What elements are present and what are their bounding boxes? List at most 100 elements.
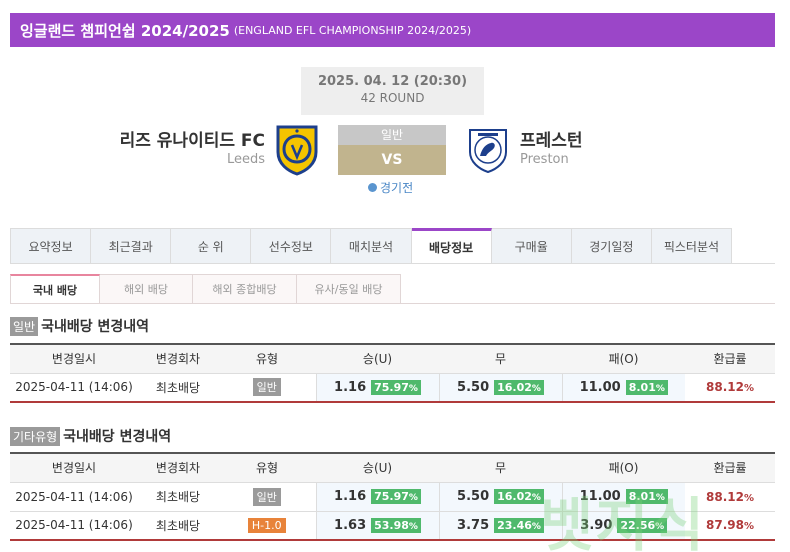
draw-odds: 5.50	[457, 489, 490, 504]
tab-summary[interactable]: 요약정보	[11, 228, 92, 264]
percent-unit: %	[655, 493, 665, 503]
loss-odds-cell: 11.00 8.01%	[561, 482, 685, 512]
payout-rate: 88.12	[706, 380, 744, 395]
payout-cell: 87.98%	[685, 511, 775, 541]
league-subtitle: (ENGLAND EFL CHAMPIONSHIP 2024/2025)	[233, 23, 472, 37]
status-dot-icon	[368, 183, 377, 192]
loss-percent: 8.01	[628, 380, 656, 394]
win-percent-badge: 53.98%	[371, 517, 421, 533]
section2-heading: 국내배당 변경내역	[63, 429, 172, 445]
loss-odds: 11.00	[579, 379, 621, 395]
col-payout: 환급률	[685, 343, 775, 374]
match-date: 2025. 04. 12 (20:30)	[317, 74, 468, 89]
col-draw: 무	[439, 343, 562, 374]
draw-percent-badge: 16.02%	[494, 489, 544, 504]
table-header-row: 변경일시 변경회차 유형 승(U) 무 패(O) 환급률	[10, 343, 775, 374]
percent-unit: %	[408, 521, 418, 532]
row-datetime: 2025-04-11 (14:06)	[10, 511, 138, 541]
percent-unit: %	[655, 383, 665, 394]
type-badge: 일반	[252, 378, 281, 397]
payout-cell: 88.12%	[685, 373, 775, 403]
table-header-row: 변경일시 변경회차 유형 승(U) 무 패(O) 환급률	[10, 452, 775, 483]
tab-pickster-analysis[interactable]: 픽스터분석	[651, 228, 732, 264]
handicap-type-badge: H-1.0	[247, 517, 286, 533]
draw-percent: 23.46	[497, 518, 532, 532]
loss-odds-cell: 3.90 22.56%	[561, 511, 685, 541]
tab-recent-results[interactable]: 최근결과	[91, 228, 172, 264]
subtab-overseas-odds[interactable]: 해외 배당	[100, 274, 193, 304]
subtab-domestic-odds[interactable]: 국내 배당	[10, 274, 100, 304]
loss-odds-cell: 11.00 8.01%	[561, 373, 685, 403]
col-type: 유형	[218, 343, 316, 374]
col-loss: 패(O)	[562, 343, 685, 374]
percent-unit: %	[408, 493, 418, 503]
match-vs-box: 일반 VS	[338, 125, 446, 175]
main-tabs: 요약정보 최근결과 순 위 선수정보 매치분석 배당정보 구매율 경기일정 픽스…	[10, 228, 732, 264]
subtab-similar-odds[interactable]: 유사/동일 배당	[297, 274, 401, 304]
draw-odds-cell: 5.50 16.02%	[438, 373, 562, 403]
row-type-cell: H-1.0	[218, 511, 316, 541]
win-odds-cell: 1.16 75.97%	[315, 373, 439, 403]
win-percent-badge: 75.97%	[371, 379, 421, 395]
draw-percent-badge: 23.46%	[494, 517, 544, 533]
home-team-name-en: Leeds	[226, 152, 265, 167]
tab-match-analysis[interactable]: 매치분석	[331, 228, 412, 264]
col-datetime: 변경일시	[10, 452, 138, 483]
odds-subtabs: 국내 배당 해외 배당 해외 종합배당 유사/동일 배당	[10, 274, 401, 304]
away-team-name[interactable]: 프레스턴	[520, 131, 583, 151]
payout-rate: 87.98	[706, 518, 744, 533]
loss-percent-badge: 22.56%	[617, 517, 668, 533]
percent-unit: %	[531, 493, 541, 503]
vs-label: VS	[338, 145, 446, 175]
tabs-divider	[10, 263, 775, 264]
match-type-label: 일반	[338, 125, 446, 145]
table-row: 2025-04-11 (14:06) 최초배당 일반 1.16 75.97% 5.…	[10, 373, 775, 403]
loss-percent-badge: 8.01%	[625, 489, 668, 504]
col-round: 변경회차	[138, 343, 218, 374]
win-percent: 75.97	[374, 490, 409, 503]
percent-unit: %	[743, 521, 754, 533]
row-round: 최초배당	[138, 511, 218, 541]
win-odds: 1.63	[334, 517, 367, 533]
col-win: 승(U)	[316, 343, 439, 374]
match-datetime-box: 2025. 04. 12 (20:30) 42 ROUND	[301, 67, 484, 115]
payout-rate: 88.12	[706, 489, 744, 504]
section2-title: 기타유형 국내배당 변경내역	[10, 426, 171, 446]
loss-odds: 11.00	[579, 489, 621, 504]
col-loss: 패(O)	[562, 452, 685, 483]
tab-schedule[interactable]: 경기일정	[571, 228, 652, 264]
home-team-name[interactable]: 리즈 유나이티드 FC	[119, 131, 265, 151]
percent-unit: %	[743, 492, 754, 504]
row-datetime: 2025-04-11 (14:06)	[10, 482, 138, 512]
draw-odds-cell: 3.75 23.46%	[438, 511, 562, 541]
league-header: 잉글랜드 챔피언쉽 2024/2025 (ENGLAND EFL CHAMPIO…	[10, 13, 775, 47]
subtab-overseas-combined-odds[interactable]: 해외 종합배당	[193, 274, 297, 304]
win-odds: 1.16	[334, 379, 367, 395]
section2-tag: 기타유형	[10, 426, 61, 446]
leeds-crest-icon[interactable]	[274, 124, 320, 176]
tab-purchase-rate[interactable]: 구매율	[491, 228, 572, 264]
row-round: 최초배당	[138, 482, 218, 512]
col-win: 승(U)	[316, 452, 439, 483]
subtabs-divider	[10, 303, 775, 304]
percent-unit: %	[531, 383, 541, 394]
match-round: 42 ROUND	[360, 91, 425, 105]
col-draw: 무	[439, 452, 562, 483]
col-payout: 환급률	[685, 452, 775, 483]
table-row: 2025-04-11 (14:06) 최초배당 H-1.0 1.63 53.98%…	[10, 511, 775, 541]
win-odds-cell: 1.63 53.98%	[315, 511, 439, 541]
tab-player-info[interactable]: 선수정보	[251, 228, 332, 264]
draw-percent: 16.02	[497, 490, 532, 503]
tab-odds-info[interactable]: 배당정보	[411, 228, 492, 264]
league-title: 잉글랜드 챔피언쉽 2024/2025	[20, 21, 230, 40]
col-round: 변경회차	[138, 452, 218, 483]
draw-odds-cell: 5.50 16.02%	[438, 482, 562, 512]
row-datetime: 2025-04-11 (14:06)	[10, 373, 138, 403]
col-type: 유형	[218, 452, 316, 483]
win-odds-cell: 1.16 75.97%	[315, 482, 439, 512]
preston-crest-icon[interactable]	[464, 126, 512, 174]
row-round: 최초배당	[138, 373, 218, 403]
type-badge: 일반	[252, 487, 281, 506]
tab-standings[interactable]: 순 위	[171, 228, 252, 264]
